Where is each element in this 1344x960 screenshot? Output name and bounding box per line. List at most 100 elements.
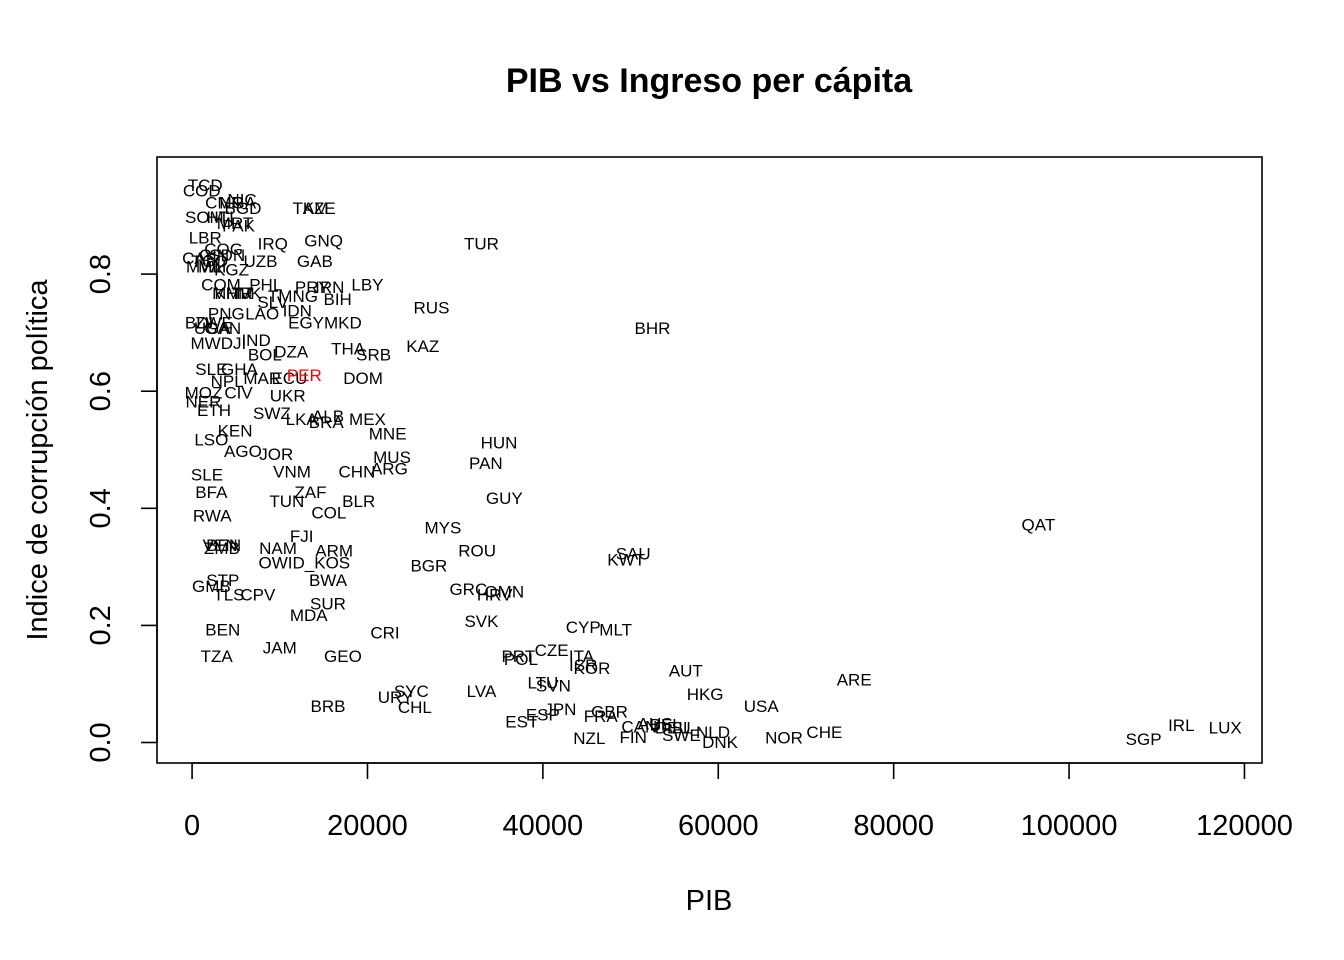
point-label: GMB [192, 577, 231, 596]
point-label: MKD [324, 313, 362, 332]
point-label: BWA [309, 571, 348, 590]
point-label: SLE [191, 466, 223, 485]
point-label: EST [505, 713, 538, 732]
point-label: NZL [573, 729, 605, 748]
point-label: COG [204, 240, 243, 259]
point-label: PRY [295, 278, 330, 297]
point-label: STP [206, 571, 239, 590]
point-label: GHA [221, 360, 259, 379]
point-label: VNM [273, 463, 311, 482]
point-label: DZA [274, 343, 309, 362]
point-label: ARE [837, 671, 872, 690]
point-label: RWA [193, 507, 232, 526]
point-label: LSO [194, 430, 228, 449]
point-label: LKA [286, 410, 319, 429]
point-label: PAN [469, 454, 503, 473]
x-tick-label: 80000 [853, 810, 934, 842]
point-label: MWDJI [191, 334, 247, 353]
point-label: CZE [535, 641, 569, 660]
point-label: MUS [373, 448, 411, 467]
point-label: BHR [635, 319, 671, 338]
y-tick-label: 0.6 [85, 371, 117, 411]
point-label: MMR [212, 284, 253, 303]
point-label: CRI [370, 624, 399, 643]
point-label: BDI [185, 313, 213, 332]
point-label: ALB [312, 407, 344, 426]
point-label: DOM [343, 369, 383, 388]
point-label: MWI [186, 258, 221, 277]
point-label: LBR [189, 228, 222, 247]
point-label: HKG [687, 685, 724, 704]
point-label: EGY [288, 313, 324, 332]
point-label: KGZ [214, 261, 249, 280]
point-label: PHL [249, 275, 282, 294]
point-label: AZE [303, 199, 336, 218]
point-label: MYS [424, 518, 461, 537]
y-tick-label: 0.2 [85, 605, 117, 645]
point-label: AUS [638, 714, 673, 733]
point-label: UZB [243, 252, 277, 271]
point-label: CIV [224, 384, 253, 403]
point-label: MLI [198, 258, 226, 277]
point-label: ISR [569, 656, 597, 675]
point-label: SWE [662, 726, 701, 745]
point-label: IRN [315, 278, 344, 297]
point-label: BGR [410, 556, 447, 575]
point-label: CYP [566, 618, 601, 637]
point-label: LAO [245, 305, 279, 324]
y-tick-label: 0.8 [85, 254, 117, 294]
point-label: BFA [195, 483, 228, 502]
point-label: PRT [501, 647, 535, 666]
point-label: KEN [218, 422, 253, 441]
point-label: COL [311, 504, 346, 523]
point-label: LVA [467, 682, 497, 701]
point-label: FIN [620, 728, 647, 747]
point-label: TGO [191, 252, 228, 271]
point-label: MDA [290, 606, 328, 625]
point-label: DEU [655, 719, 691, 738]
point-label: NLD [696, 723, 730, 742]
point-label: MRT [217, 214, 254, 233]
point-label: NOR [765, 728, 803, 747]
point-label: BRA [309, 413, 345, 432]
point-label: SLE [195, 360, 227, 379]
point-label: SDN [209, 246, 245, 265]
point-label: BEN [206, 536, 241, 555]
point-label: NGA [219, 193, 257, 212]
point-label: HRV [477, 586, 513, 605]
point-label: GIN [199, 246, 229, 265]
point-label: MLT [599, 621, 632, 640]
point-label: ZAF [294, 483, 326, 502]
point-label: TMNG [268, 287, 318, 306]
point-label: COD [183, 182, 221, 201]
point-label: UKR [270, 387, 306, 406]
point-label: JOR [259, 445, 293, 464]
point-label: KWT [607, 550, 645, 569]
point-label: QAT [1022, 515, 1056, 534]
point-label: TJK [231, 284, 262, 303]
point-label: BRB [311, 697, 346, 716]
point-label: LTU [527, 673, 558, 692]
point-label: IRQ [258, 234, 288, 253]
point-label: TKM [293, 199, 329, 218]
point-label: IND [241, 331, 270, 350]
x-tick-label: 20000 [327, 810, 408, 842]
x-tick-label: 40000 [503, 810, 584, 842]
point-label: BGD [225, 199, 262, 218]
point-label: ITA [569, 647, 595, 666]
point-label: JAM [263, 638, 297, 657]
point-label: SVK [464, 612, 499, 631]
point-label: AUT [669, 662, 703, 681]
point-label: UGA [194, 319, 232, 338]
point-label: CMR [205, 193, 244, 212]
point-label: LBY [351, 275, 383, 294]
y-axis-label: Indice de corrupción política [22, 279, 54, 641]
point-label: ISL [667, 719, 693, 738]
point-label: SAU [616, 545, 651, 564]
point-label: DNK [702, 733, 739, 752]
point-label: MEX [349, 410, 386, 429]
point-label: ARM [315, 542, 353, 561]
point-label: ZWE [195, 313, 233, 332]
